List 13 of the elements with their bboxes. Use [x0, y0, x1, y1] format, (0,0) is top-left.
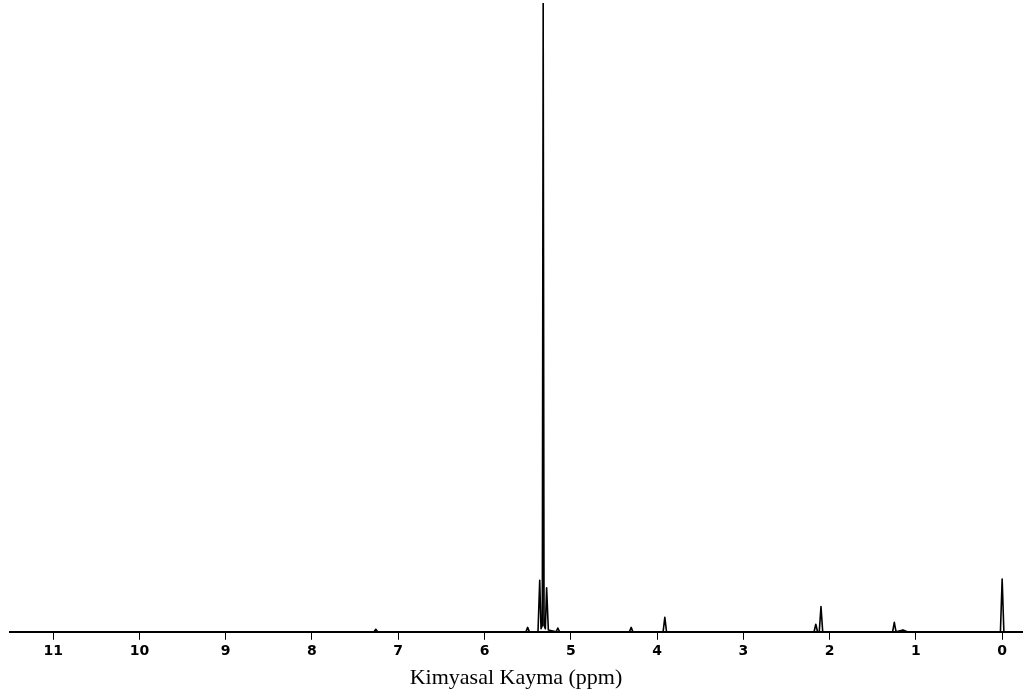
x-tick-label: 4	[652, 641, 663, 658]
x-tick-label: 2	[824, 641, 835, 658]
x-axis-title: Kimyasal Kayma (ppm)	[409, 663, 623, 689]
x-tick-label: 5	[565, 641, 576, 658]
x-tick-label: 3	[738, 641, 749, 658]
x-tick-label: 1	[911, 641, 921, 658]
x-tick-label: 11	[43, 641, 63, 658]
x-tick-label: 0	[997, 641, 1008, 658]
x-tick-label: 7	[393, 641, 404, 658]
x-tick-label: 6	[479, 641, 490, 658]
x-tick-label: 10	[129, 641, 150, 658]
x-tick-label: 8	[307, 641, 317, 658]
x-tick-label: 9	[220, 641, 231, 658]
